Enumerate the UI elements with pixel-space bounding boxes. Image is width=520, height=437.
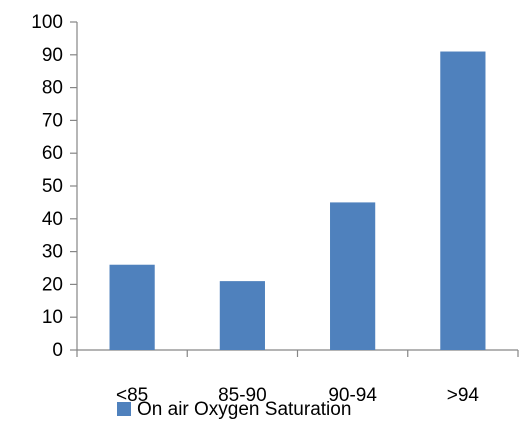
y-tick-label: 10 xyxy=(42,307,63,328)
y-tick-label: 60 xyxy=(42,143,63,164)
bars xyxy=(109,51,486,351)
x-tick-label: >94 xyxy=(447,385,480,406)
x-tick-label: <85 xyxy=(116,385,148,406)
bar-4 xyxy=(440,51,486,351)
x-tick-label: 85-90 xyxy=(218,385,267,406)
y-tick-label: 0 xyxy=(52,340,63,361)
y-tick-label: 20 xyxy=(42,274,63,295)
bar-3 xyxy=(330,202,376,350)
legend-label: On air Oxygen Saturation xyxy=(137,399,351,420)
bar-1 xyxy=(109,264,155,350)
x-axis: <85 85-90 90-94 >94 xyxy=(76,349,519,406)
bar-2 xyxy=(219,281,265,350)
y-tick-label: 50 xyxy=(42,176,63,197)
x-tick-label: 90-94 xyxy=(328,385,377,406)
y-tick-label: 100 xyxy=(31,12,63,33)
legend: On air Oxygen Saturation xyxy=(117,399,351,420)
legend-swatch xyxy=(117,402,131,416)
y-tick-label: 90 xyxy=(42,45,63,66)
y-axis: 0 10 20 30 40 50 60 70 80 90 100 xyxy=(31,12,78,361)
y-tick-label: 70 xyxy=(42,110,63,131)
y-tick-label: 30 xyxy=(42,242,63,263)
y-tick-label: 40 xyxy=(42,209,63,230)
y-tick-label: 80 xyxy=(42,78,63,99)
